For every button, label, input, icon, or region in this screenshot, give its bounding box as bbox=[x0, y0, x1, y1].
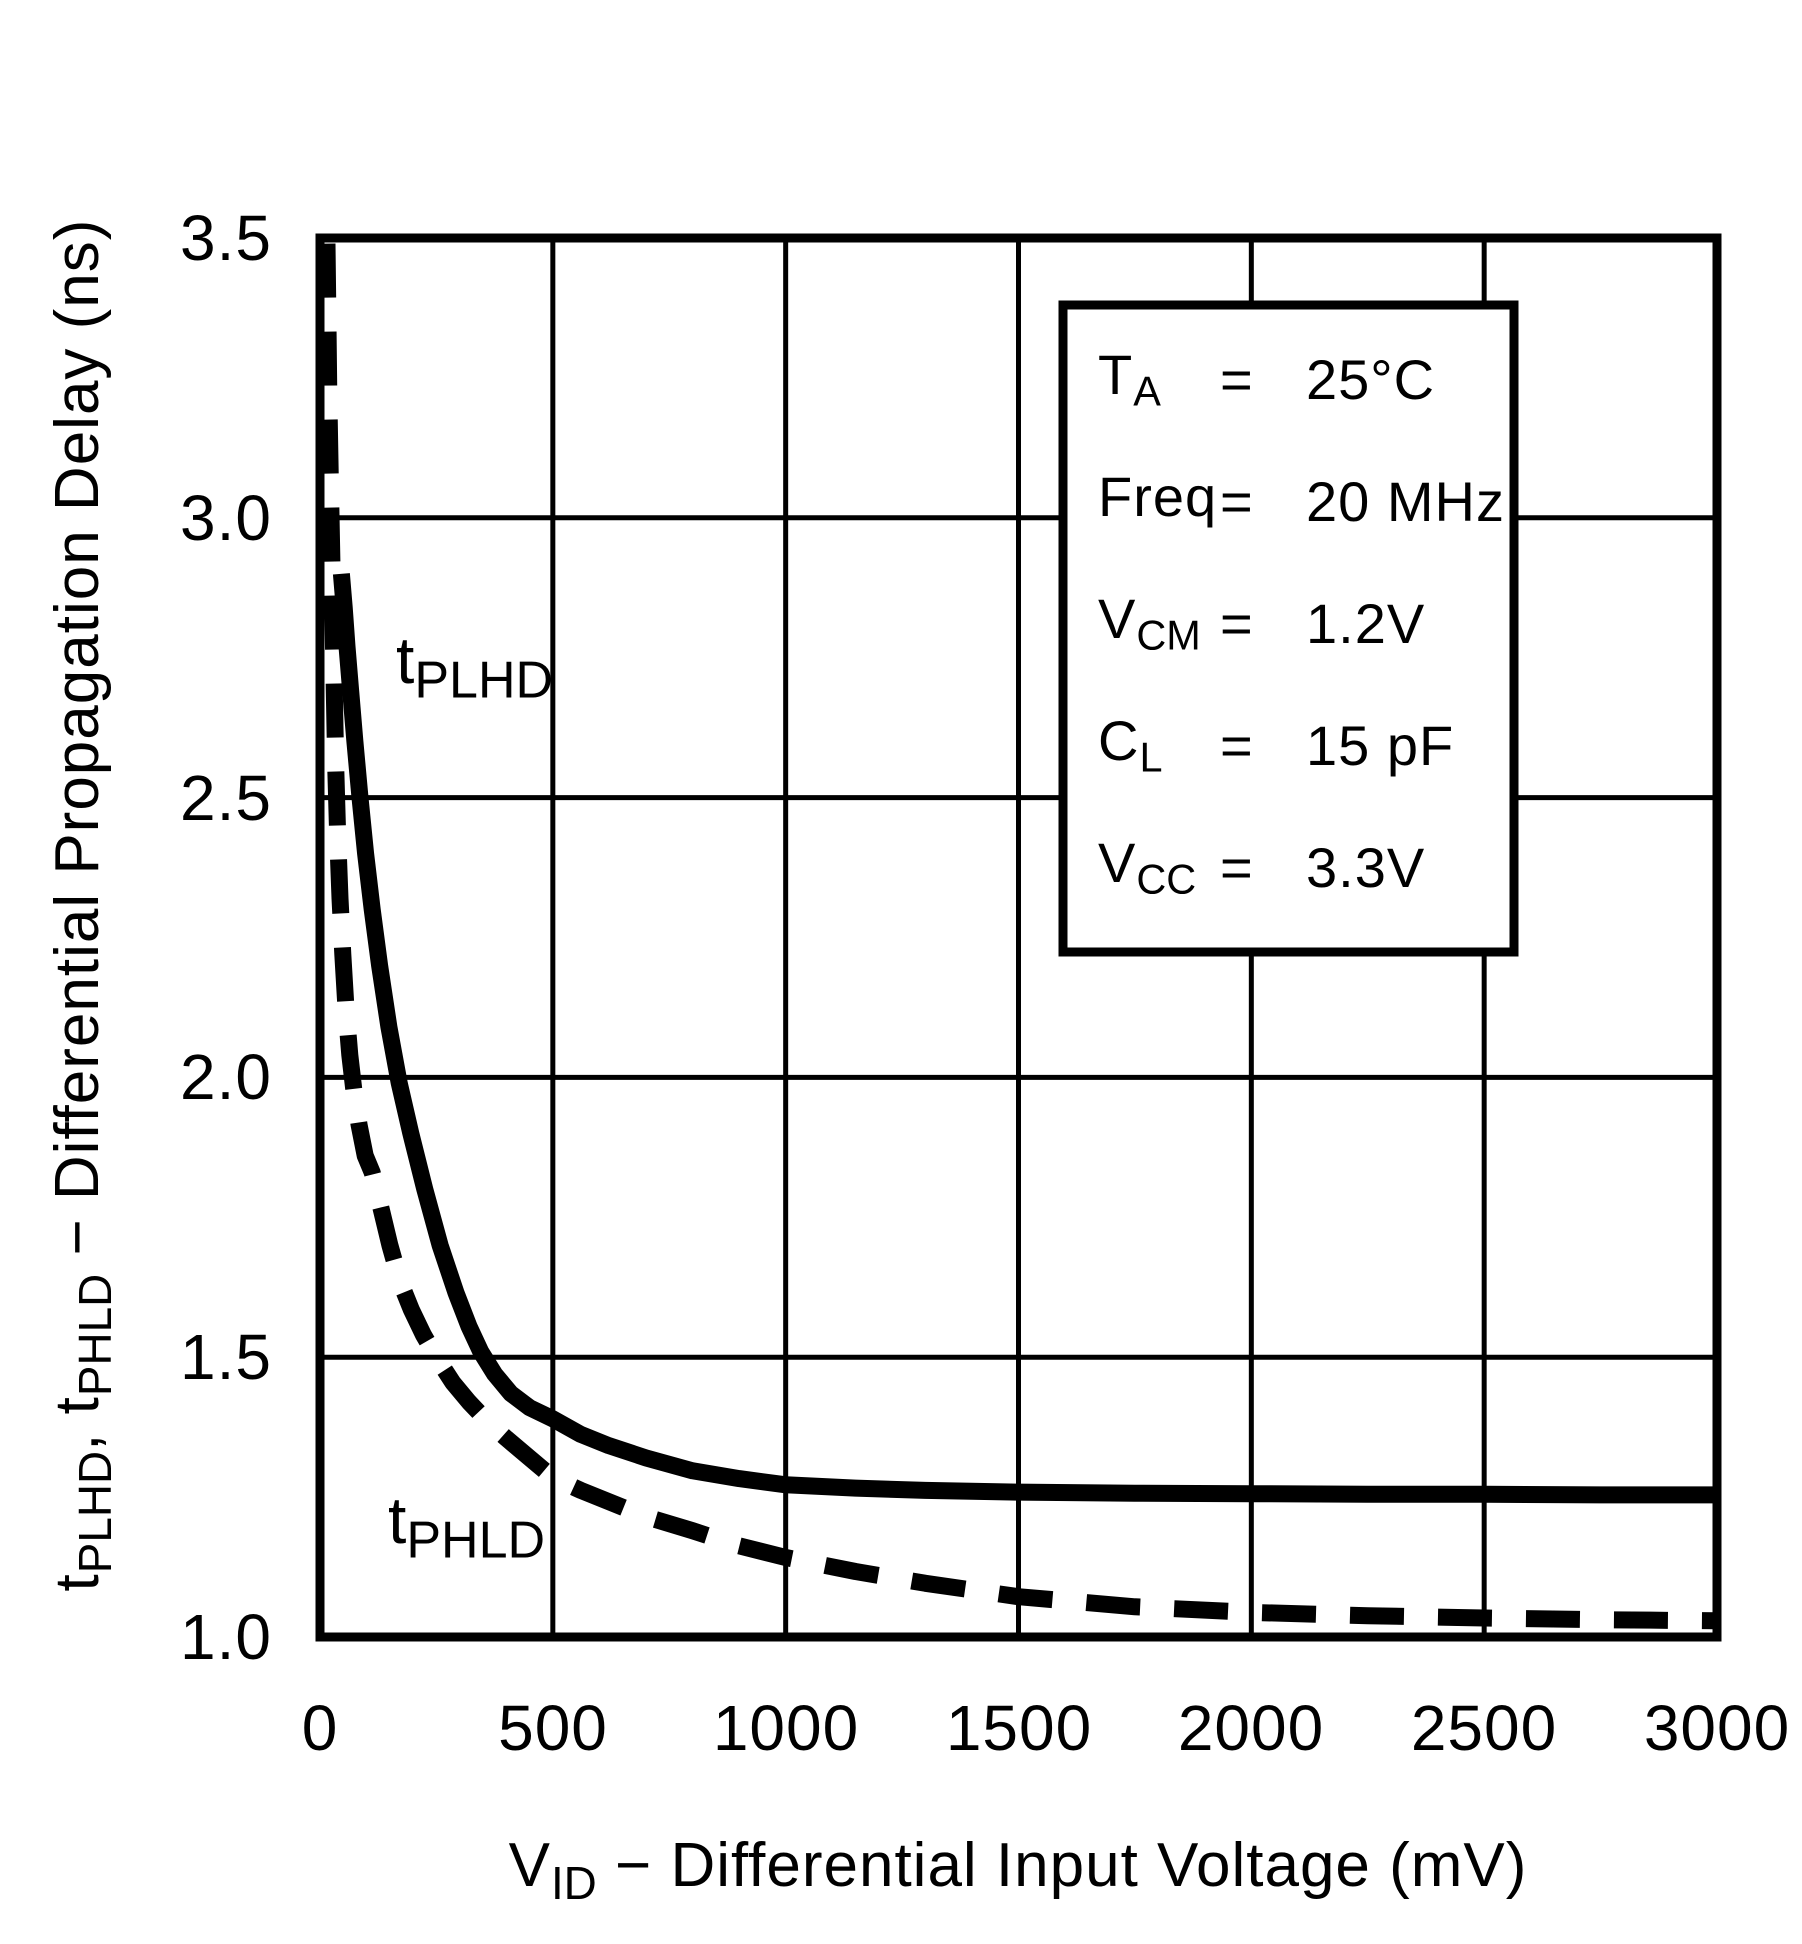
y-tick-3-5: 3.5 bbox=[180, 202, 272, 274]
cond-cl-sym: C bbox=[1098, 709, 1140, 773]
x-title-sub: ID bbox=[550, 1856, 597, 1909]
cond-freq-val: 20 MHz bbox=[1306, 469, 1505, 533]
y-tick-2-5: 2.5 bbox=[180, 762, 272, 834]
x-title-rest: − Differential Input Voltage (mV) bbox=[596, 1831, 1528, 1900]
y-tick-1-5: 1.5 bbox=[180, 1321, 272, 1393]
curve-label-tplhd: tPLHD bbox=[396, 622, 553, 711]
curve-label-tplhd-main: t bbox=[396, 623, 415, 697]
condition-row-vcm: VCM = 1.2V bbox=[1068, 562, 1508, 684]
cond-cl-val: 15 pF bbox=[1306, 713, 1455, 777]
y-title-sym1: t bbox=[43, 1573, 112, 1592]
curve-label-tphld: tPHLD bbox=[388, 1482, 545, 1571]
cond-vcm-sym: V bbox=[1098, 587, 1137, 651]
cond-freq-eq: = bbox=[1220, 469, 1254, 533]
x-tick-0: 0 bbox=[301, 1692, 339, 1764]
cond-cl-sub: L bbox=[1139, 733, 1163, 781]
cond-vcc-val: 3.3V bbox=[1306, 835, 1426, 899]
curve-tphld bbox=[318, 243, 1718, 1630]
cond-vcm-eq: = bbox=[1220, 591, 1254, 655]
y-title-sym2: t bbox=[43, 1396, 112, 1415]
cond-ta-val: 25°C bbox=[1306, 347, 1436, 411]
cond-vcc-sym: V bbox=[1098, 831, 1137, 895]
y-tick-3-0: 3.0 bbox=[180, 482, 272, 554]
condition-row-cl: CL = 15 pF bbox=[1068, 684, 1508, 806]
cond-ta-sym: T bbox=[1098, 343, 1134, 407]
curves bbox=[318, 243, 1718, 1630]
curve-label-tphld-sub: PHLD bbox=[406, 1511, 546, 1570]
x-tick-2000: 2000 bbox=[1177, 1692, 1325, 1764]
y-axis-title: tPLHD, tPHLD − Differential Propagation … bbox=[40, 0, 121, 1855]
y-title-mid: , bbox=[43, 1414, 112, 1451]
cond-vcm-val: 1.2V bbox=[1306, 591, 1426, 655]
x-tick-3000: 3000 bbox=[1643, 1692, 1791, 1764]
y-tick-2-0: 2.0 bbox=[180, 1041, 272, 1113]
condition-row-freq: Freq = 20 MHz bbox=[1068, 440, 1508, 562]
x-tick-2500: 2500 bbox=[1410, 1692, 1558, 1764]
curve-tplhd bbox=[332, 573, 1717, 1504]
plot-border bbox=[315, 233, 1722, 1642]
x-tick-1500: 1500 bbox=[945, 1692, 1093, 1764]
x-tick-1000: 1000 bbox=[712, 1692, 860, 1764]
condition-row-vcc: VCC = 3.3V bbox=[1068, 806, 1508, 928]
y-title-sub1: PLHD bbox=[68, 1450, 121, 1574]
x-title-sym: V bbox=[508, 1831, 551, 1900]
conditions-box: TA = 25°C Freq = 20 MHz VCM = 1.2V CL = … bbox=[1068, 318, 1508, 928]
curve-label-tplhd-sub: PLHD bbox=[414, 651, 554, 710]
cond-ta-sub: A bbox=[1133, 367, 1161, 415]
y-title-rest: − Differential Propagation Delay (ns) bbox=[43, 218, 112, 1274]
y-tick-1-0: 1.0 bbox=[180, 1601, 272, 1673]
condition-row-ta: TA = 25°C bbox=[1068, 318, 1508, 440]
cond-vcm-sub: CM bbox=[1136, 611, 1201, 659]
conditions-box-border bbox=[1058, 300, 1519, 957]
cond-cl-eq: = bbox=[1220, 713, 1254, 777]
x-axis-title: VID − Differential Input Voltage (mV) bbox=[509, 1830, 1528, 1910]
cond-vcc-eq: = bbox=[1220, 835, 1254, 899]
cond-vcc-sub: CC bbox=[1136, 855, 1197, 903]
x-tick-500: 500 bbox=[498, 1692, 608, 1764]
cond-ta-eq: = bbox=[1220, 347, 1254, 411]
curve-label-tphld-main: t bbox=[388, 1483, 407, 1557]
cond-freq-sym: Freq bbox=[1098, 465, 1218, 529]
